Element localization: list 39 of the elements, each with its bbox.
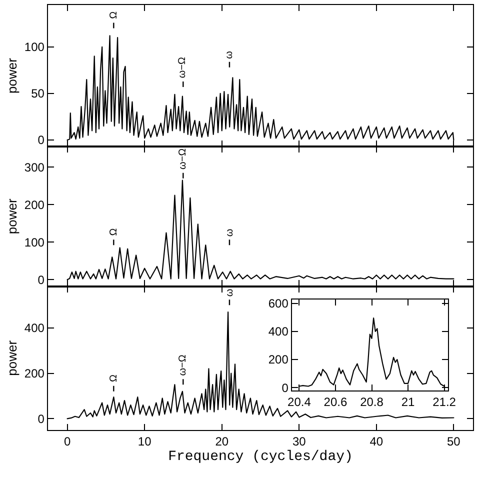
x-tick-label: 20.8: [360, 395, 384, 410]
x-tick-label: 0: [64, 434, 71, 449]
x-tick-label: 30: [292, 434, 306, 449]
annotation: ω−Ω: [177, 56, 188, 78]
x-tick-label: 21.2: [432, 395, 456, 410]
y-tick-label: 200: [24, 198, 45, 212]
y-tick-label: 200: [268, 352, 289, 367]
annotation: ω: [224, 288, 236, 297]
y-tick-label: 200: [24, 366, 45, 380]
line-series: [66, 311, 454, 420]
x-tick-label: 21: [401, 395, 416, 410]
x-tick-label: 10: [138, 434, 152, 449]
annotation: Ω: [108, 228, 120, 236]
y-tick-label: 300: [24, 160, 45, 174]
x-axis-title: Frequency (cycles/day): [168, 448, 353, 465]
y-tick-label: 0: [38, 412, 45, 426]
y-tick-label: 50: [31, 86, 45, 101]
y-tick-label: 0: [282, 380, 289, 395]
y-tick-label: 0: [38, 272, 45, 287]
y-tick-label: 100: [24, 235, 45, 250]
annotation: ω: [224, 228, 236, 237]
annotation: ω: [224, 50, 236, 59]
annotation: Ω: [108, 10, 120, 19]
annotation: Ω: [108, 374, 120, 382]
y-tick-label: 400: [24, 321, 45, 336]
annotation: ω−Ω: [178, 354, 189, 376]
y-tick-label: 600: [268, 296, 289, 311]
x-tick-label: 50: [447, 434, 461, 449]
x-tick-label: 20: [215, 434, 229, 449]
y-axis-title: power: [4, 57, 20, 94]
x-tick-label: 20.4: [288, 395, 312, 410]
y-tick-label: 400: [268, 324, 289, 339]
x-tick-label: 40: [370, 434, 384, 449]
y-tick-label: 100: [24, 40, 45, 54]
x-tick-label: 20.6: [324, 395, 348, 410]
y-axis-title: power: [4, 340, 20, 376]
y-axis-title: power: [4, 198, 20, 234]
y-tick-label: 0: [38, 133, 45, 148]
annotation: ω−Ω: [178, 148, 189, 170]
